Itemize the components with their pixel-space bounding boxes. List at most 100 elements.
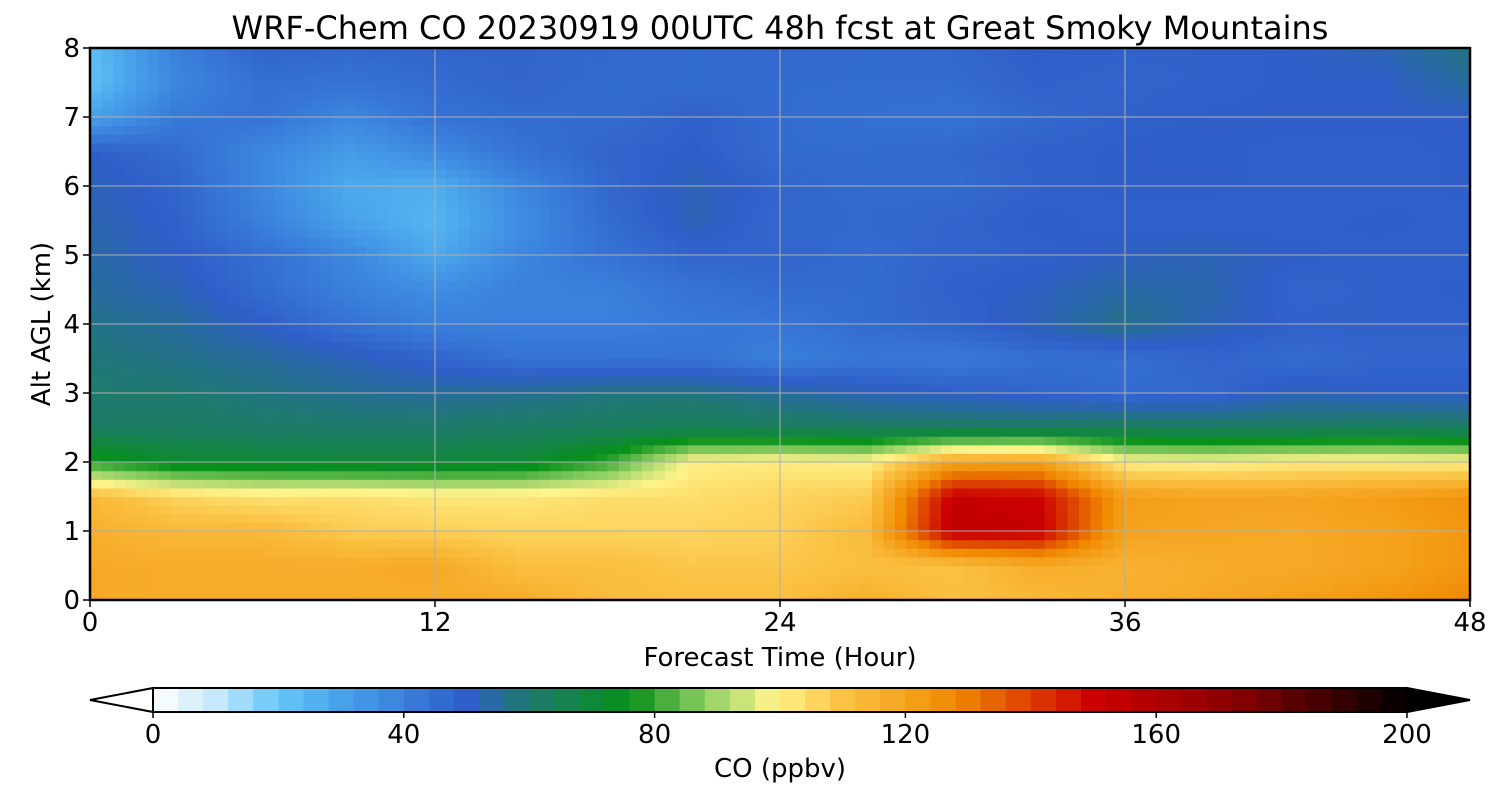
contour-cell [124, 341, 137, 351]
contour-cell [101, 462, 114, 472]
contour-cell [883, 341, 896, 351]
contour-cell [987, 539, 1000, 549]
contour-cell [1171, 263, 1184, 273]
contour-cell [1102, 574, 1115, 584]
contour-cell [446, 522, 459, 532]
contour-cell [734, 332, 747, 342]
contour-cell [1148, 487, 1161, 498]
contour-cell [722, 582, 735, 592]
contour-cell [550, 280, 563, 291]
contour-cell [343, 531, 356, 541]
contour-cell [837, 375, 850, 385]
contour-cell [895, 591, 908, 601]
contour-cell [872, 315, 885, 325]
contour-cell [1159, 306, 1172, 316]
contour-cell [573, 255, 586, 265]
contour-cell [435, 427, 448, 437]
contour-cell [101, 505, 114, 515]
contour-cell [1228, 496, 1241, 506]
contour-cell [423, 324, 436, 334]
contour-cell [423, 255, 436, 265]
contour-cell [1320, 332, 1333, 342]
contour-cell [1056, 436, 1069, 446]
contour-cell [331, 487, 344, 498]
contour-cell [308, 427, 321, 437]
contour-cell [377, 280, 390, 291]
contour-cell [630, 548, 643, 558]
contour-cell [136, 522, 149, 532]
contour-cell [1320, 246, 1333, 256]
contour-cell [1010, 565, 1023, 575]
contour-cell [906, 298, 919, 308]
contour-cell [182, 487, 195, 498]
contour-cell [1274, 427, 1287, 437]
contour-cell [630, 315, 643, 325]
contour-cell [791, 453, 804, 463]
contour-cell [1389, 574, 1402, 584]
contour-cell [147, 496, 160, 506]
contour-cell [1435, 367, 1448, 377]
contour-cell [1067, 358, 1080, 368]
contour-cell [1182, 367, 1195, 377]
contour-cell [1412, 496, 1425, 506]
contour-cell [1274, 444, 1287, 454]
contour-cell [607, 341, 620, 351]
contour-cell [320, 582, 333, 592]
contour-cell [987, 505, 1000, 515]
contour-cell [860, 531, 873, 541]
contour-cell [860, 375, 873, 385]
contour-cell [964, 272, 977, 282]
contour-cell [918, 591, 931, 601]
contour-cell [1067, 479, 1080, 489]
contour-cell [895, 444, 908, 454]
contour-cell [492, 479, 505, 489]
contour-cell [1044, 401, 1057, 411]
contour-cell [1251, 263, 1264, 273]
contour-cell [147, 289, 160, 299]
contour-cell [1366, 384, 1379, 394]
contour-cell [975, 384, 988, 394]
contour-cell [872, 487, 885, 498]
contour-cell [251, 470, 264, 480]
contour-cell [929, 496, 942, 506]
contour-cell [113, 496, 126, 506]
contour-cell [872, 470, 885, 480]
contour-cell [837, 505, 850, 515]
contour-cell [1194, 505, 1207, 515]
contour-cell [1424, 367, 1437, 377]
contour-cell [1389, 384, 1402, 394]
contour-cell [262, 418, 275, 429]
contour-cell [446, 505, 459, 515]
contour-cell [711, 410, 724, 420]
contour-cell [952, 280, 965, 291]
contour-cell [1263, 513, 1276, 523]
contour-cell [561, 306, 574, 316]
contour-cell [1113, 479, 1126, 489]
contour-cell [1125, 384, 1138, 394]
contour-cell [1263, 255, 1276, 265]
contour-cell [320, 496, 333, 506]
contour-cell [1079, 444, 1092, 454]
contour-cell [734, 410, 747, 420]
contour-cell [1251, 255, 1264, 265]
contour-cell [251, 341, 264, 351]
contour-cell [1056, 479, 1069, 489]
contour-cell [1401, 496, 1414, 506]
contour-cell [354, 522, 367, 532]
contour-cell [872, 591, 885, 601]
contour-cell [1355, 427, 1368, 437]
contour-cell [1102, 393, 1115, 403]
contour-cell [446, 539, 459, 549]
contour-cell [1159, 453, 1172, 463]
contour-cell [1102, 358, 1115, 368]
contour-cell [722, 263, 735, 273]
contour-cell [699, 358, 712, 368]
contour-cell [492, 487, 505, 498]
contour-cell [446, 418, 459, 429]
contour-cell [343, 358, 356, 368]
contour-cell [895, 315, 908, 325]
contour-cell [492, 548, 505, 558]
contour-cell [791, 410, 804, 420]
contour-cell [331, 289, 344, 299]
contour-cell [987, 289, 1000, 299]
